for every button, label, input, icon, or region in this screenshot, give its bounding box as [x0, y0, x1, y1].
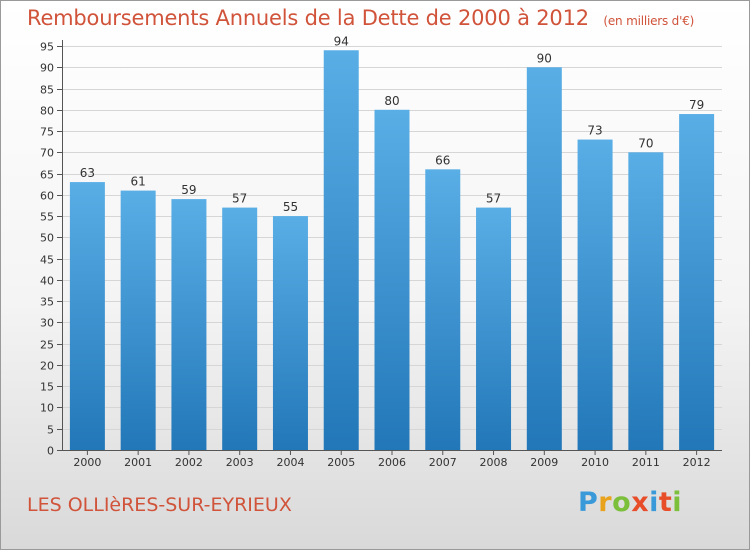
bar	[323, 50, 359, 451]
x-tick-label: 2012	[683, 456, 711, 469]
x-tick-label: 2004	[276, 456, 304, 469]
x-tick-label: 2005	[327, 456, 355, 469]
x-tick-label: 2009	[530, 456, 558, 469]
bar	[69, 182, 105, 450]
data-label: 59	[181, 183, 196, 197]
y-tick-label: 5	[47, 424, 54, 437]
y-tick-label: 35	[40, 296, 54, 309]
x-tick-label: 2010	[581, 456, 609, 469]
data-label: 70	[638, 136, 653, 150]
data-label: 63	[80, 166, 95, 180]
data-label: 73	[587, 124, 602, 138]
data-label: 57	[486, 192, 501, 206]
y-tick-label: 70	[40, 147, 54, 160]
data-label: 61	[131, 175, 146, 189]
bar	[577, 139, 613, 450]
x-tick-label: 2002	[175, 456, 203, 469]
bar	[120, 190, 156, 450]
proxiti-logo: Proxiti	[578, 487, 683, 518]
bar	[222, 207, 258, 450]
data-label: 57	[232, 192, 247, 206]
data-label: 66	[435, 153, 450, 167]
bar	[374, 109, 410, 450]
x-tick-label: 2006	[378, 456, 406, 469]
x-tick-label: 2007	[429, 456, 457, 469]
x-tick-label: 2003	[226, 456, 254, 469]
y-tick-label: 60	[40, 190, 54, 203]
x-tick-label: 2011	[632, 456, 660, 469]
data-label: 94	[334, 34, 349, 48]
y-tick-label: 85	[40, 84, 54, 97]
place-name: LES OLLIèRES-SUR-EYRIEUX	[27, 494, 292, 516]
x-tick-label: 2008	[480, 456, 508, 469]
chart-title-text: Remboursements Annuels de la Dette de 20…	[27, 6, 589, 30]
axes	[57, 40, 722, 455]
x-tick-label: 2000	[73, 456, 101, 469]
data-label: 55	[283, 200, 298, 214]
y-tick-label: 0	[47, 445, 54, 458]
y-tick-label: 75	[40, 126, 54, 139]
y-tick-label: 90	[40, 62, 54, 75]
y-tick-label: 25	[40, 339, 54, 352]
y-tick-label: 40	[40, 275, 54, 288]
bar	[476, 207, 512, 450]
data-label: 79	[689, 98, 704, 112]
y-tick-label: 55	[40, 211, 54, 224]
bar	[272, 216, 308, 450]
data-label: 90	[537, 51, 552, 65]
bar	[425, 169, 461, 451]
y-tick-label: 65	[40, 169, 54, 182]
bar	[171, 199, 207, 450]
y-tick-label: 45	[40, 254, 54, 267]
y-tick-label: 30	[40, 317, 54, 330]
data-label: 80	[384, 94, 399, 108]
y-tick-label: 80	[40, 105, 54, 118]
bars	[69, 50, 715, 451]
x-tick-label: 2001	[124, 456, 152, 469]
y-tick-label: 95	[40, 41, 54, 54]
y-tick-label: 50	[40, 232, 54, 245]
y-tick-label: 20	[40, 360, 54, 373]
bar	[628, 152, 664, 450]
chart-title: Remboursements Annuels de la Dette de 20…	[27, 6, 694, 30]
y-tick-label: 10	[40, 402, 54, 415]
bar	[526, 67, 562, 451]
bar	[679, 114, 715, 450]
chart-subtitle: (en milliers d'€)	[603, 14, 695, 28]
y-tick-label: 15	[40, 381, 54, 394]
labels: 0 5 10 15 20 25 30 35 40 45 50 55 60 65 70 75 80 85 90 95 63…	[40, 34, 711, 469]
